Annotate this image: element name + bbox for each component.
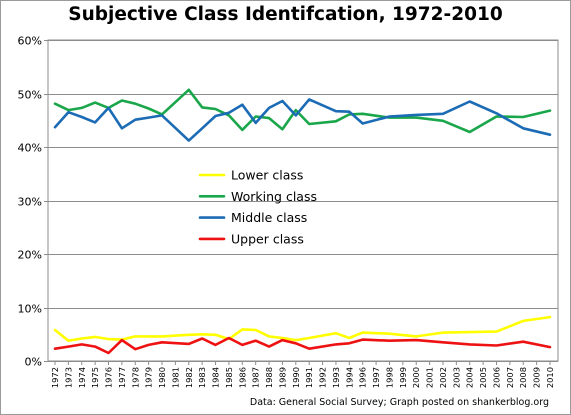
legend-label: Working class	[231, 189, 317, 204]
x-tick-label: 1998	[384, 367, 394, 388]
series-line-upper-class	[53, 336, 552, 355]
x-tick-label: 1978	[130, 367, 140, 388]
x-tick-label: 1979	[144, 367, 154, 388]
x-tick-label: 1976	[104, 367, 114, 388]
x-tick-label: 2003	[451, 367, 461, 388]
x-tick-label: 1975	[90, 367, 100, 388]
series-line-working-class	[53, 88, 552, 134]
x-tick-label: 1981	[170, 367, 180, 388]
legend-label: Lower class	[231, 168, 303, 183]
y-tick-label: 0%	[25, 356, 42, 369]
plot-area	[47, 39, 559, 362]
x-tick-label: 1982	[184, 367, 194, 388]
legend-label: Middle class	[231, 210, 307, 225]
gridlines	[48, 40, 558, 362]
y-tick-label: 40%	[18, 142, 42, 155]
y-tick-label: 20%	[18, 249, 42, 262]
x-tick-label: 1984	[211, 367, 221, 388]
x-tick-label: 1999	[398, 367, 408, 388]
x-tick-label: 1989	[277, 367, 287, 388]
series-lines	[53, 88, 552, 355]
source-note: Data: General Social Survey; Graph poste…	[249, 397, 549, 408]
series-line-lower-class	[53, 315, 552, 343]
x-tick-label: 1992	[318, 367, 328, 388]
x-tick-label: 2002	[438, 367, 448, 388]
legend-label: Upper class	[231, 231, 304, 246]
x-tick-label: 1988	[264, 367, 274, 388]
x-axis-ticks: 1972 1973 1974 1975 1976 1977 1978 1979 1980 1981…	[50, 361, 555, 388]
x-tick-label: 2010	[545, 367, 555, 388]
x-tick-label: 1991	[304, 367, 314, 388]
x-tick-label: 1985	[224, 367, 234, 388]
x-tick-label: 2009	[532, 367, 542, 388]
x-tick-label: 1986	[237, 367, 247, 388]
x-tick-label: 2001	[425, 367, 435, 388]
x-tick-label: 1980	[157, 367, 167, 388]
x-tick-label: 1996	[358, 367, 368, 388]
legend: Lower class Working class Middle class Uppe…	[198, 168, 317, 246]
x-tick-label: 2004	[465, 367, 475, 388]
y-axis-ticks: 0% 10% 20% 30% 40% 50% 60%	[18, 35, 48, 369]
x-tick-label: 1997	[371, 367, 381, 388]
y-tick-label: 30%	[18, 196, 42, 209]
x-tick-label: 1987	[251, 367, 261, 388]
y-tick-label: 60%	[18, 35, 42, 48]
x-tick-label: 1983	[197, 367, 207, 388]
x-tick-label: 2006	[491, 367, 501, 388]
x-tick-label: 2000	[411, 367, 421, 388]
series-line-middle-class	[53, 98, 552, 142]
x-tick-label: 2007	[505, 367, 515, 388]
x-tick-label: 1990	[291, 367, 301, 388]
x-tick-label: 2005	[478, 367, 488, 388]
x-tick-label: 1977	[117, 367, 127, 388]
y-tick-label: 10%	[18, 303, 42, 316]
x-tick-label: 1974	[77, 367, 87, 388]
x-tick-label: 1993	[331, 367, 341, 388]
x-tick-label: 2008	[518, 367, 528, 388]
x-tick-label: 1972	[50, 367, 60, 388]
x-tick-label: 1994	[344, 367, 354, 388]
chart-title: Subjective Class Identifcation, 1972-201…	[68, 4, 503, 25]
x-tick-label: 1973	[63, 367, 73, 388]
y-tick-label: 50%	[18, 89, 42, 102]
